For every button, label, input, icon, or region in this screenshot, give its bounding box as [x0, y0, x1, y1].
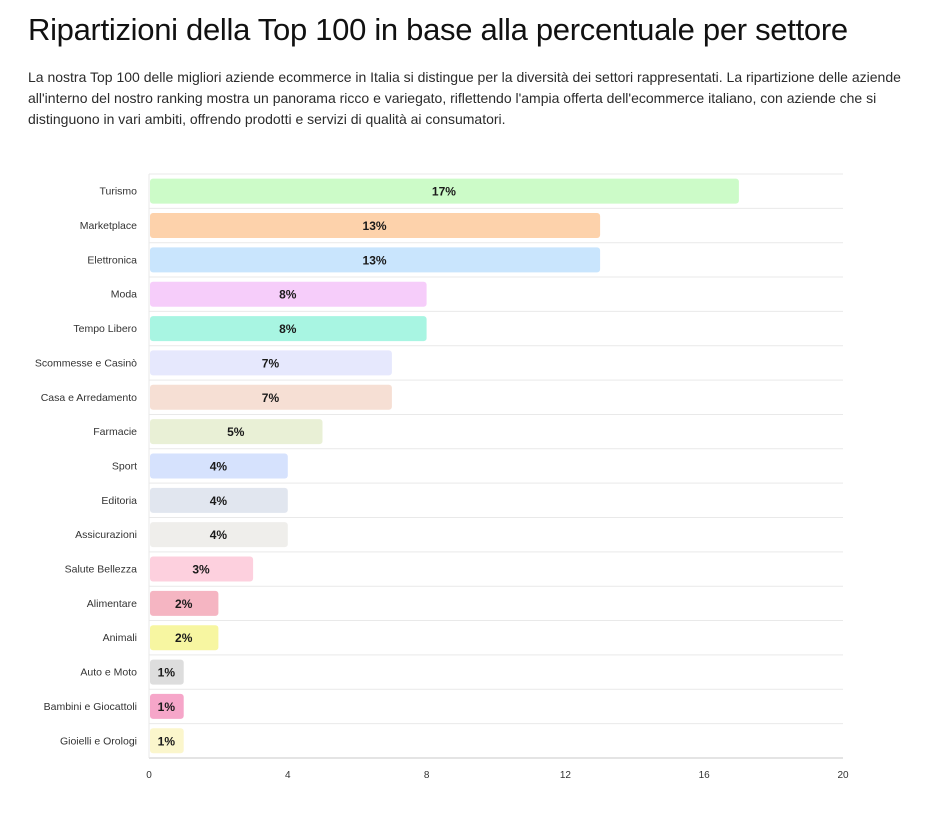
bar [150, 728, 184, 754]
category-label: Assicurazioni [75, 529, 137, 541]
data-label: 8% [279, 322, 297, 336]
bar [150, 625, 219, 651]
x-tick-label: 12 [560, 770, 572, 781]
category-label: Marketplace [80, 220, 137, 232]
bar [150, 316, 427, 342]
bar [150, 419, 323, 445]
data-label: 2% [175, 631, 193, 645]
bar [150, 384, 392, 410]
category-label: Casa e Arredamento [41, 392, 137, 404]
category-label: Elettronica [87, 254, 137, 266]
data-label: 4% [210, 494, 228, 508]
bar [150, 281, 427, 307]
bar [150, 213, 601, 239]
data-label: 13% [363, 219, 387, 233]
category-label: Scommesse e Casinò [35, 357, 137, 369]
data-label: 1% [158, 734, 176, 748]
data-label: 4% [210, 459, 228, 473]
bar [150, 350, 392, 376]
data-label: 13% [363, 253, 387, 267]
category-label: Animali [103, 632, 137, 644]
bar [150, 590, 219, 616]
bar [150, 522, 288, 548]
data-label: 4% [210, 528, 228, 542]
category-label: Alimentare [87, 598, 137, 610]
data-label: 8% [279, 288, 297, 302]
bar [150, 693, 184, 719]
bar [150, 453, 288, 479]
x-tick-label: 20 [837, 770, 849, 781]
page-title: Ripartizioni della Top 100 in base alla … [28, 12, 848, 47]
bar [150, 659, 184, 685]
data-label: 17% [432, 185, 456, 199]
data-label: 1% [158, 666, 176, 680]
category-label: Gioielli e Orologi [60, 735, 137, 747]
x-tick-label: 0 [146, 770, 152, 781]
category-label: Farmacie [93, 426, 137, 438]
bar [150, 556, 254, 582]
data-label: 3% [192, 563, 210, 577]
category-label: Bambini e Giocattoli [44, 701, 137, 713]
category-label: Salute Bellezza [65, 564, 138, 576]
category-label: Tempo Libero [73, 323, 137, 335]
category-label: Editoria [101, 495, 137, 507]
bar [150, 487, 288, 513]
data-label: 1% [158, 700, 176, 714]
data-label: 5% [227, 425, 245, 439]
data-label: 7% [262, 356, 280, 370]
category-label: Moda [111, 289, 137, 301]
bar [150, 178, 739, 204]
data-label: 7% [262, 391, 280, 405]
x-tick-label: 8 [424, 770, 430, 781]
bar [150, 247, 601, 273]
category-label: Sport [112, 460, 137, 472]
intro-paragraph: La nostra Top 100 delle migliori aziende… [28, 69, 901, 127]
data-label: 2% [175, 597, 193, 611]
x-tick-label: 16 [699, 770, 711, 781]
category-label: Auto e Moto [80, 667, 137, 679]
category-label: Turismo [99, 186, 137, 198]
x-tick-label: 4 [285, 770, 291, 781]
